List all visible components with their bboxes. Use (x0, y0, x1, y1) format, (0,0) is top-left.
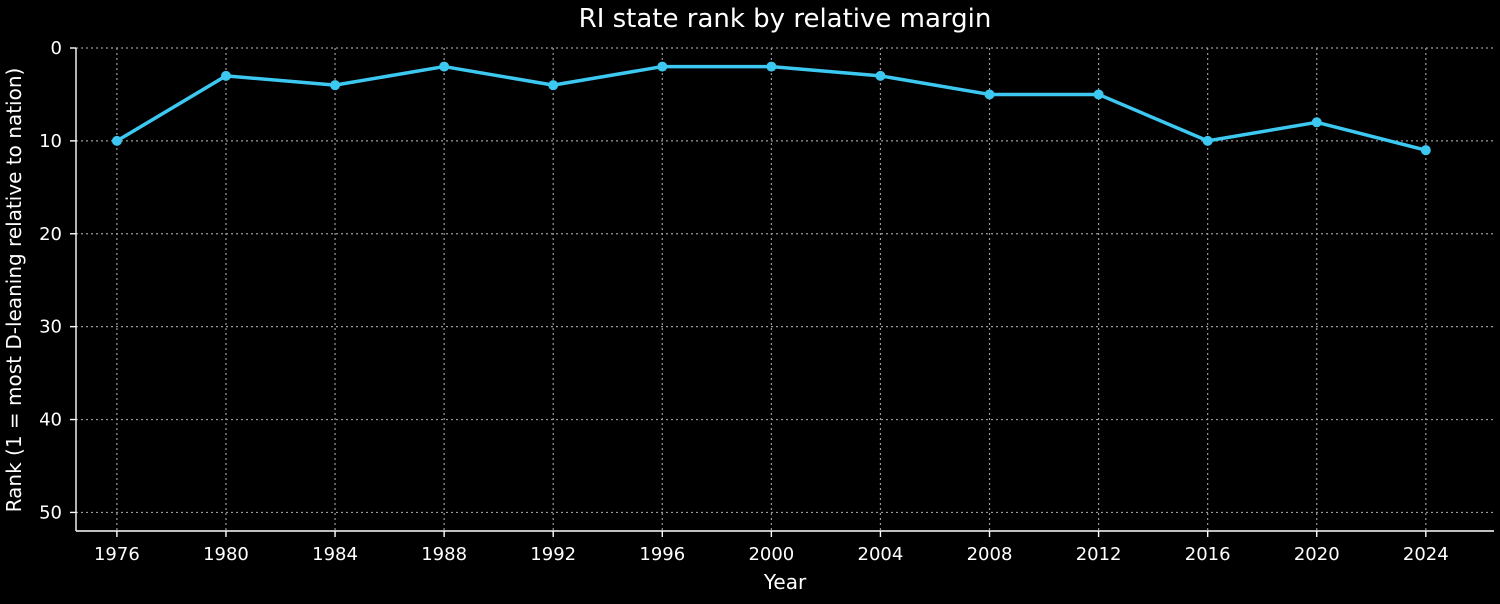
x-tick-label: 1988 (421, 544, 467, 565)
data-point (439, 61, 450, 72)
data-point (220, 70, 231, 81)
y-axis-label: Rank (1 = most D-leaning relative to nat… (2, 68, 26, 513)
y-tick-label: 0 (51, 38, 62, 59)
x-tick-label: 2020 (1294, 544, 1340, 565)
tick-labels: 1976 1980 1984 1988 1992 1996 2000 2004 2008 2012… (39, 38, 1449, 565)
x-tick-label: 2016 (1185, 544, 1231, 565)
data-point (1202, 135, 1213, 146)
x-tick-label: 1992 (530, 544, 576, 565)
data-point (766, 61, 777, 72)
x-tick-label: 2008 (967, 544, 1013, 565)
x-tick-label: 1984 (312, 544, 358, 565)
y-tick-label: 20 (39, 224, 62, 245)
data-point (330, 80, 341, 91)
data-point (111, 135, 122, 146)
x-tick-label: 1996 (639, 544, 685, 565)
chart-title: RI state rank by relative margin (579, 4, 992, 34)
data-point (1093, 89, 1104, 100)
x-tick-label: 2000 (748, 544, 794, 565)
grid (76, 47, 1494, 531)
data-point (548, 80, 559, 91)
data-point (657, 61, 668, 72)
x-tick-label: 2004 (858, 544, 904, 565)
axes (70, 47, 1494, 537)
y-tick-label: 50 (39, 502, 62, 523)
data-point (1311, 117, 1322, 128)
y-tick-label: 30 (39, 317, 62, 338)
x-tick-label: 1976 (94, 544, 140, 565)
y-tick-label: 10 (39, 131, 62, 152)
x-tick-label: 1980 (203, 544, 249, 565)
series (111, 61, 1431, 156)
x-axis-label: Year (763, 570, 807, 594)
x-tick-label: 2012 (1076, 544, 1122, 565)
y-tick-label: 40 (39, 410, 62, 431)
data-point (984, 89, 995, 100)
x-tick-label: 2024 (1403, 544, 1449, 565)
data-point (875, 70, 886, 81)
data-point (1420, 145, 1431, 156)
